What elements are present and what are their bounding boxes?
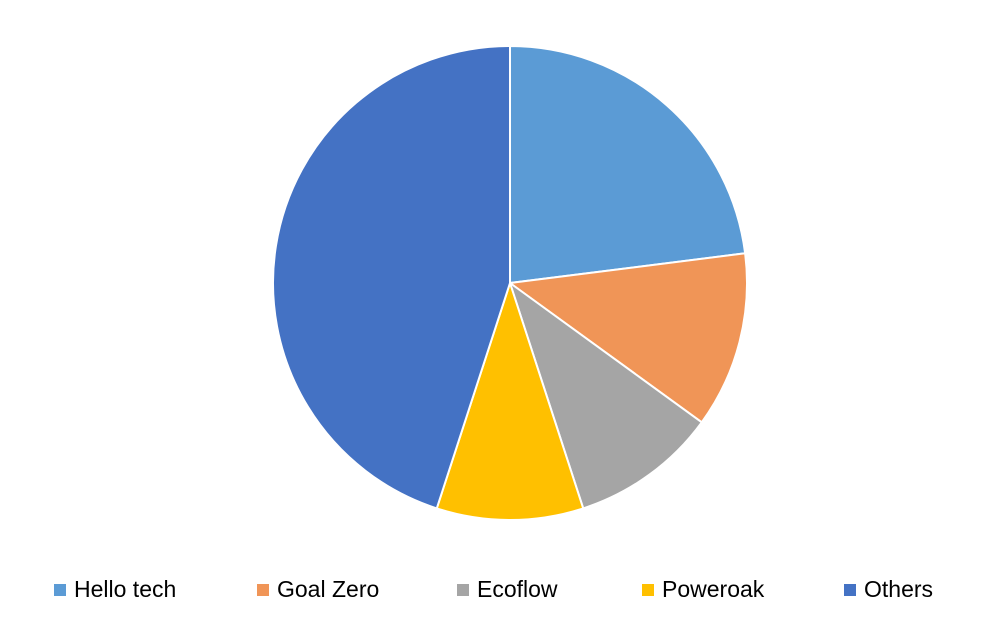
pie-slice [509,45,747,284]
legend-label: Hello tech [74,576,176,602]
legend-label: Poweroak [662,576,765,602]
pie-slice [272,45,511,510]
legend-label: Ecoflow [477,576,558,602]
legend-swatch [844,584,856,596]
legend-swatch [54,584,66,596]
pie-slice [509,252,748,424]
legend-swatch [642,584,654,596]
legend-swatch [257,584,269,596]
legend-label: Goal Zero [277,576,379,602]
pie-slice [509,282,703,510]
legend-label: Others [864,576,933,602]
pie-slice [435,282,585,521]
legend-swatch [457,584,469,596]
